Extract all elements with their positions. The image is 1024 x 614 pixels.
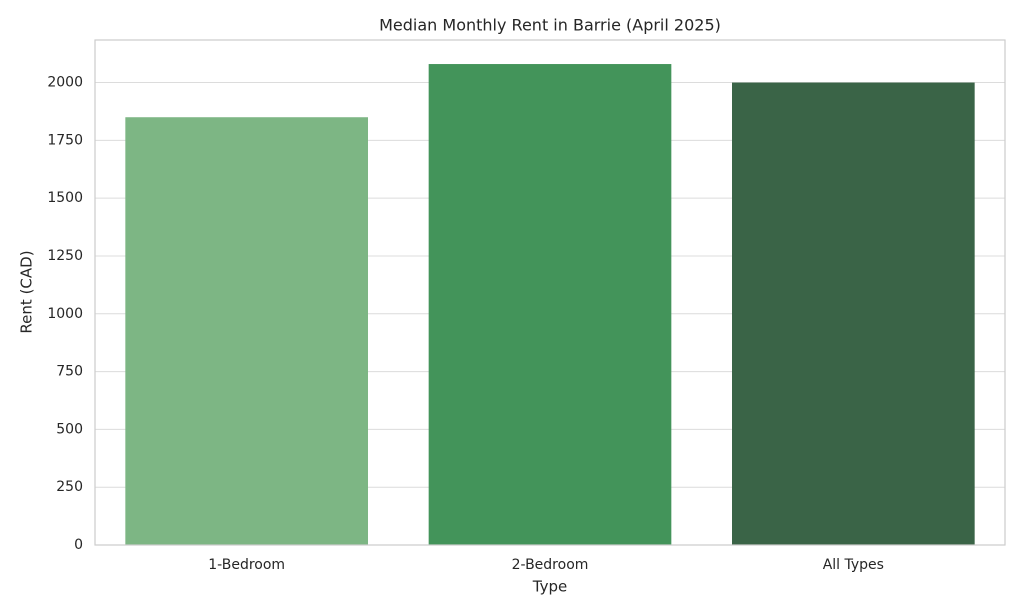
bar: [732, 82, 975, 546]
bar: [125, 117, 368, 545]
y-axis-label: Rent (CAD): [18, 250, 36, 333]
y-tick-label: 250: [56, 479, 83, 495]
x-tick-label: 2-Bedroom: [512, 557, 589, 573]
y-tick-label: 1000: [47, 306, 83, 322]
bars: [125, 64, 975, 546]
y-tick-label: 1250: [47, 248, 83, 264]
y-tick-label: 500: [56, 421, 83, 437]
bar: [428, 64, 672, 546]
chart-title: Median Monthly Rent in Barrie (April 202…: [379, 16, 721, 35]
plot-frame: [94, 39, 1006, 546]
x-axis-label: Type: [532, 578, 567, 596]
x-tick-label: 1-Bedroom: [208, 557, 285, 573]
y-tick-label: 1750: [47, 132, 83, 148]
x-tick-label: All Types: [823, 557, 884, 573]
y-tick-label: 2000: [47, 75, 83, 91]
y-tick-label: 1500: [47, 190, 83, 206]
y-tick-label: 750: [56, 364, 83, 380]
y-tick-label: 0: [74, 537, 83, 553]
